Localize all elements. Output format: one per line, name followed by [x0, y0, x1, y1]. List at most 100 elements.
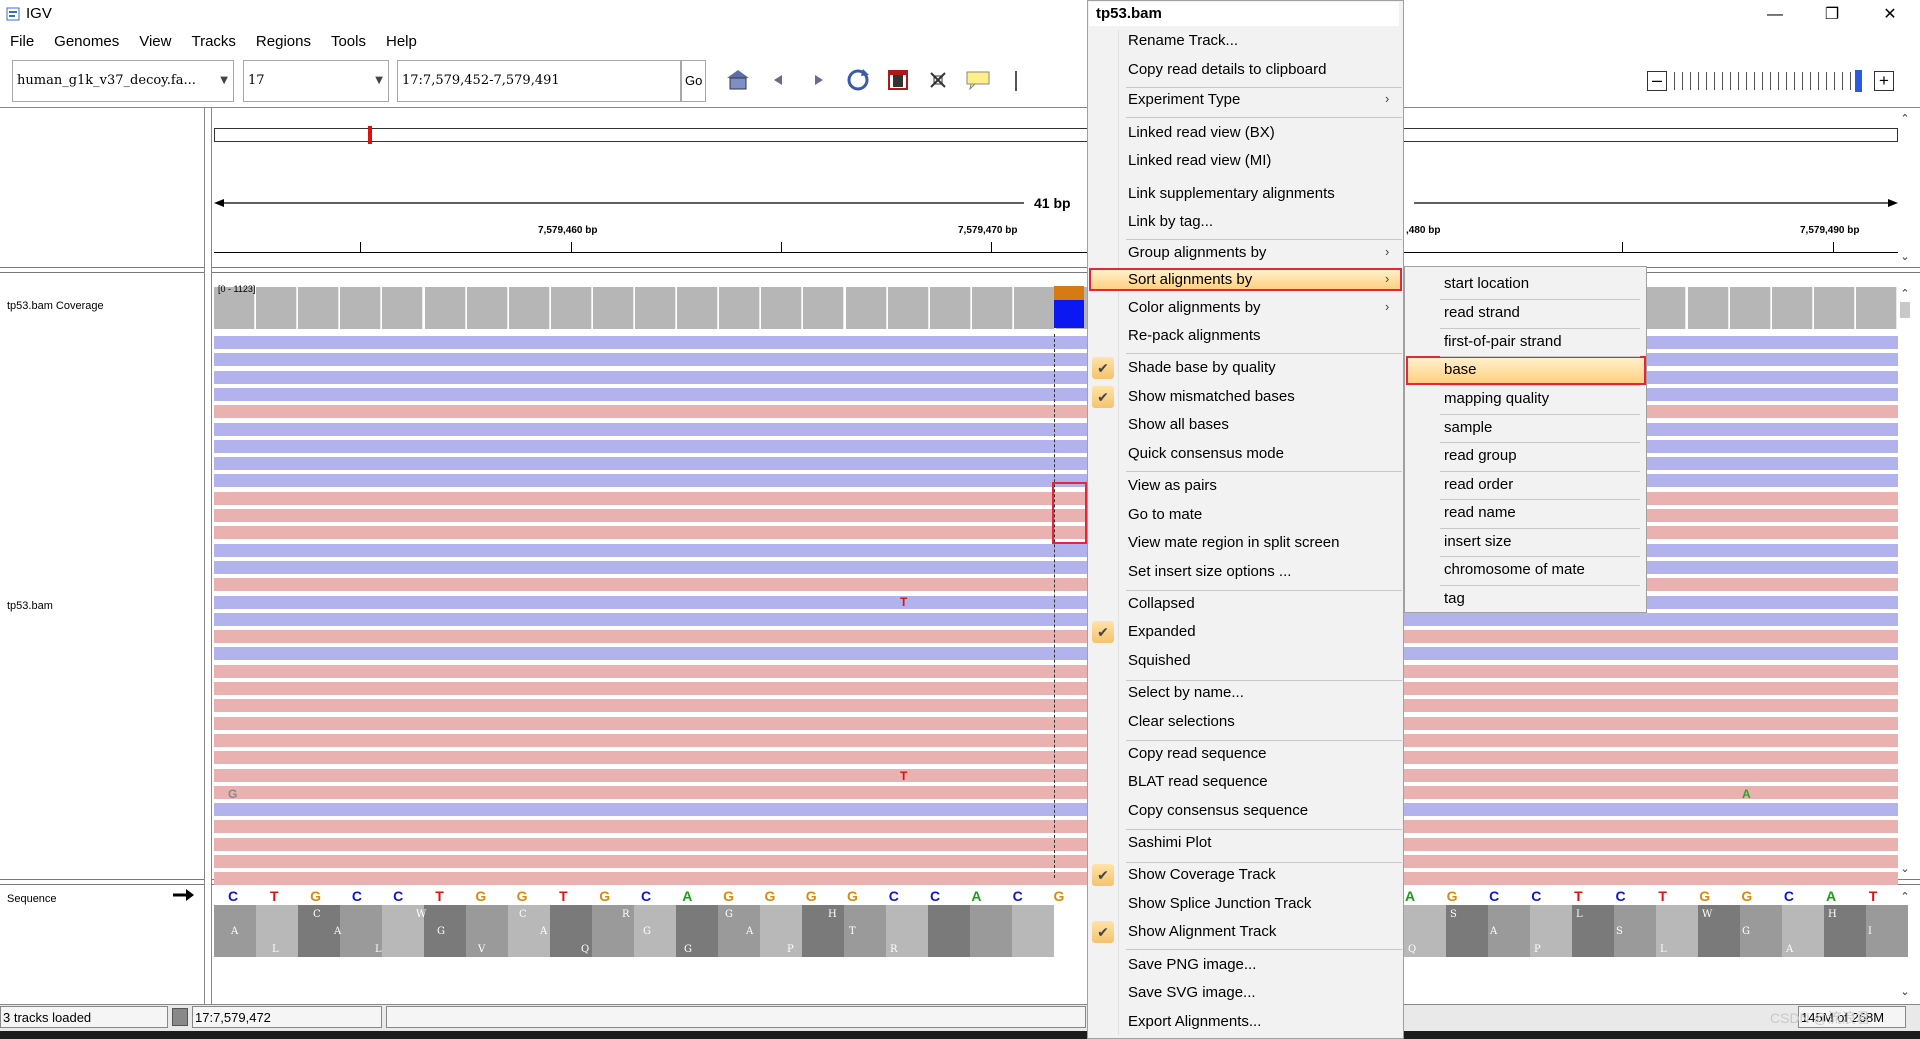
menu-item-re-pack-alignments[interactable]: Re-pack alignments: [1128, 322, 1398, 349]
read[interactable]: C: [214, 629, 1898, 644]
sort-by-base[interactable]: base: [1444, 356, 1634, 383]
read[interactable]: C: [214, 854, 1898, 868]
menu-item-group-alignments-by[interactable]: Group alignments by: [1128, 239, 1398, 266]
read[interactable]: C: [214, 698, 1898, 713]
menu-item-show-splice-junction-track[interactable]: Show Splice Junction Track: [1128, 890, 1398, 917]
menu-item-link-supplementary-alignments[interactable]: Link supplementary alignments: [1128, 180, 1398, 207]
read[interactable]: C: [214, 871, 1898, 886]
sort-by-read-name[interactable]: read name: [1444, 499, 1634, 526]
sort-by-read-group[interactable]: read group: [1444, 442, 1634, 469]
menu-item-shade-base-by-quality[interactable]: Shade base by quality: [1128, 354, 1398, 381]
menu-item-show-coverage-track[interactable]: Show Coverage Track: [1128, 861, 1398, 888]
menu-item-blat-read-sequence[interactable]: BLAT read sequence: [1128, 768, 1398, 795]
read[interactable]: C: [214, 733, 1898, 747]
genome-dropdown[interactable]: human_g1k_v37_decoy.fa... ▼: [12, 60, 234, 102]
restore-icon[interactable]: ❐: [1824, 6, 1840, 23]
sort-by-read-order[interactable]: read order: [1444, 471, 1634, 498]
sort-by-tag[interactable]: tag: [1444, 585, 1634, 612]
read[interactable]: C: [214, 646, 1898, 661]
read[interactable]: C: [214, 837, 1898, 851]
sort-by-sample[interactable]: sample: [1444, 414, 1634, 441]
read[interactable]: C: [214, 612, 1898, 626]
back-icon[interactable]: [764, 66, 792, 94]
menu-tracks[interactable]: Tracks: [191, 33, 236, 50]
menu-item-go-to-mate[interactable]: Go to mate: [1128, 501, 1398, 528]
read[interactable]: C: [214, 681, 1898, 695]
scrollbar-thumb[interactable]: [1900, 302, 1910, 318]
forward-icon[interactable]: [805, 66, 833, 94]
zoom-out-icon[interactable]: –: [1647, 71, 1667, 91]
menu-file[interactable]: File: [10, 33, 35, 50]
sort-by-chromosome-of-mate[interactable]: chromosome of mate: [1444, 556, 1634, 583]
menu-item-experiment-type[interactable]: Experiment Type: [1128, 86, 1398, 113]
read[interactable]: C: [214, 802, 1898, 817]
sort-by-start-location[interactable]: start location: [1444, 270, 1634, 297]
sort-by-insert-size[interactable]: insert size: [1444, 528, 1634, 555]
chromosome-ideogram[interactable]: [214, 128, 1898, 142]
read[interactable]: C: [214, 750, 1898, 765]
popup-text-icon[interactable]: [964, 66, 992, 94]
alignment-track-name[interactable]: tp53.bam: [7, 600, 53, 612]
menu-item-expanded[interactable]: Expanded: [1128, 618, 1398, 645]
scroll-down-icon[interactable]: ⌄: [1900, 986, 1910, 998]
sort-by-read-strand[interactable]: read strand: [1444, 299, 1634, 326]
minimize-icon[interactable]: —: [1767, 6, 1783, 23]
read[interactable]: C: [214, 768, 1898, 782]
close-icon[interactable]: ✕: [1883, 6, 1897, 23]
menu-item-show-alignment-track[interactable]: Show Alignment Track: [1128, 918, 1398, 945]
resize-window-icon[interactable]: [884, 66, 912, 94]
menu-item-select-by-name[interactable]: Select by name...: [1128, 679, 1398, 706]
ruler-tool-icon[interactable]: [1015, 71, 1017, 91]
menu-item-linked-read-view-mi[interactable]: Linked read view (MI): [1128, 147, 1398, 174]
menu-view[interactable]: View: [139, 33, 172, 50]
coverage-track-name[interactable]: tp53.bam Coverage: [7, 300, 104, 312]
menu-item-sort-alignments-by[interactable]: Sort alignments by: [1128, 266, 1398, 293]
refresh-icon[interactable]: [844, 66, 872, 94]
menu-item-clear-selections[interactable]: Clear selections: [1128, 708, 1398, 735]
menu-item-copy-read-details-to-clipboard[interactable]: Copy read details to clipboard: [1128, 56, 1398, 83]
menu-genomes[interactable]: Genomes: [54, 33, 120, 50]
read[interactable]: C: [214, 664, 1898, 678]
sort-by-first-of-pair-strand[interactable]: first-of-pair strand: [1444, 328, 1634, 355]
menu-item-save-png-image[interactable]: Save PNG image...: [1128, 951, 1398, 978]
menu-item-set-insert-size-options[interactable]: Set insert size options ...: [1128, 558, 1398, 585]
locus-input[interactable]: 17:7,579,452-7,579,491: [397, 60, 681, 102]
menu-item-show-all-bases[interactable]: Show all bases: [1128, 411, 1398, 438]
menu-item-squished[interactable]: Squished: [1128, 647, 1398, 674]
menu-item-copy-consensus-sequence[interactable]: Copy consensus sequence: [1128, 797, 1398, 824]
scroll-down-icon[interactable]: ⌄: [1900, 251, 1910, 263]
menu-item-collapsed[interactable]: Collapsed: [1128, 590, 1398, 617]
read[interactable]: C: [214, 785, 1898, 799]
scroll-down-icon[interactable]: ⌄: [1900, 863, 1910, 875]
menu-item-linked-read-view-bx[interactable]: Linked read view (BX): [1128, 119, 1398, 146]
menu-item-export-alignments[interactable]: Export Alignments...: [1128, 1008, 1398, 1035]
read[interactable]: C: [214, 716, 1898, 730]
sequence-track-name[interactable]: Sequence: [7, 893, 57, 905]
scroll-up-icon[interactable]: ⌃: [1900, 288, 1910, 300]
zoom-slider[interactable]: [1674, 72, 1864, 90]
name-panel-divider[interactable]: [204, 108, 212, 1005]
read[interactable]: C: [214, 819, 1898, 834]
menu-item-view-as-pairs[interactable]: View as pairs: [1128, 472, 1398, 499]
menu-item-sashimi-plot[interactable]: Sashimi Plot: [1128, 829, 1398, 856]
region-of-interest-icon[interactable]: [924, 66, 952, 94]
menu-item-show-mismatched-bases[interactable]: Show mismatched bases: [1128, 383, 1398, 410]
home-icon[interactable]: [724, 66, 752, 94]
zoom-slider-thumb[interactable]: [1855, 70, 1862, 92]
menu-item-rename-track[interactable]: Rename Track...: [1128, 27, 1398, 54]
menu-help[interactable]: Help: [386, 33, 417, 50]
menu-item-quick-consensus-mode[interactable]: Quick consensus mode: [1128, 440, 1398, 467]
chromosome-dropdown[interactable]: 17 ▼: [243, 60, 389, 102]
menu-item-save-svg-image[interactable]: Save SVG image...: [1128, 979, 1398, 1006]
menu-item-color-alignments-by[interactable]: Color alignments by: [1128, 294, 1398, 321]
menu-item-link-by-tag[interactable]: Link by tag...: [1128, 208, 1398, 235]
menu-tools[interactable]: Tools: [330, 33, 366, 50]
go-button[interactable]: Go: [681, 60, 706, 102]
zoom-in-icon[interactable]: +: [1874, 71, 1894, 91]
strand-arrow-icon[interactable]: [172, 889, 194, 901]
menu-item-copy-read-sequence[interactable]: Copy read sequence: [1128, 740, 1398, 767]
scroll-up-icon[interactable]: ⌃: [1900, 891, 1910, 903]
sort-by-mapping-quality[interactable]: mapping quality: [1444, 385, 1634, 412]
menu-item-view-mate-region-in-split-screen[interactable]: View mate region in split screen: [1128, 529, 1398, 556]
header-panel-divider[interactable]: [0, 267, 1920, 273]
